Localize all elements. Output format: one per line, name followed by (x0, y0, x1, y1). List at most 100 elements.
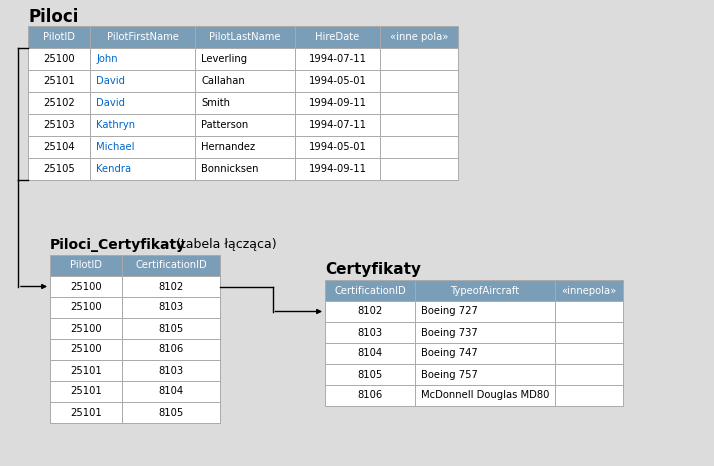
Bar (325, 364, 415, 385)
Text: Smith: Smith (201, 98, 230, 108)
Text: 25104: 25104 (43, 142, 75, 152)
Text: Piloci_Certyfikaty: Piloci_Certyfikaty (50, 238, 186, 252)
Text: Leverling: Leverling (201, 54, 247, 64)
Bar (195, 48, 295, 70)
Text: David: David (96, 76, 125, 86)
Bar (380, 158, 458, 180)
Text: 1994-05-01: 1994-05-01 (308, 142, 366, 152)
Bar (90, 158, 195, 180)
Bar (555, 364, 623, 385)
Text: 8103: 8103 (159, 302, 183, 313)
Text: 25105: 25105 (43, 164, 75, 174)
Bar (415, 280, 555, 301)
Bar (122, 255, 220, 276)
Text: 1994-09-11: 1994-09-11 (308, 98, 366, 108)
Bar (380, 114, 458, 136)
Text: 25100: 25100 (70, 323, 102, 334)
Text: PilotID: PilotID (70, 260, 102, 270)
Text: 25102: 25102 (43, 98, 75, 108)
Bar (325, 343, 415, 364)
Bar (295, 158, 380, 180)
Bar (380, 92, 458, 114)
Text: Boeing 757: Boeing 757 (421, 370, 478, 379)
Bar (50, 276, 122, 297)
Text: PilotFirstName: PilotFirstName (106, 32, 178, 42)
Bar (50, 255, 122, 276)
Text: Kendra: Kendra (96, 164, 131, 174)
Text: Boeing 737: Boeing 737 (421, 328, 478, 337)
Bar (195, 114, 295, 136)
Bar (28, 92, 90, 114)
Text: 8103: 8103 (159, 365, 183, 376)
Bar (325, 385, 415, 406)
Bar (122, 381, 220, 402)
Bar (325, 280, 415, 301)
Bar (295, 70, 380, 92)
Bar (415, 322, 555, 343)
Bar (195, 158, 295, 180)
Text: 25101: 25101 (70, 407, 102, 418)
Bar (380, 48, 458, 70)
Bar (295, 114, 380, 136)
Text: 8102: 8102 (358, 307, 383, 316)
Bar (380, 70, 458, 92)
Text: 25103: 25103 (43, 120, 75, 130)
Bar (90, 70, 195, 92)
Text: 1994-05-01: 1994-05-01 (308, 76, 366, 86)
Text: 8106: 8106 (358, 391, 383, 400)
Text: 8103: 8103 (358, 328, 383, 337)
Bar (295, 136, 380, 158)
Bar (50, 297, 122, 318)
Text: 25100: 25100 (70, 281, 102, 292)
Bar (555, 301, 623, 322)
Bar (122, 339, 220, 360)
Text: John: John (96, 54, 118, 64)
Bar (295, 48, 380, 70)
Text: 25100: 25100 (70, 302, 102, 313)
Text: HireDate: HireDate (316, 32, 360, 42)
Bar (555, 322, 623, 343)
Bar (415, 301, 555, 322)
Bar (380, 136, 458, 158)
Bar (295, 92, 380, 114)
Bar (122, 297, 220, 318)
Text: 8102: 8102 (159, 281, 183, 292)
Bar (122, 318, 220, 339)
Text: PilotLastName: PilotLastName (209, 32, 281, 42)
Text: 8105: 8105 (358, 370, 383, 379)
Bar (122, 276, 220, 297)
Bar (122, 402, 220, 423)
Text: 1994-07-11: 1994-07-11 (308, 120, 366, 130)
Bar (50, 381, 122, 402)
Text: CertificationID: CertificationID (135, 260, 207, 270)
Bar (122, 360, 220, 381)
Text: Boeing 727: Boeing 727 (421, 307, 478, 316)
Text: (tabela łącząca): (tabela łącząca) (172, 238, 276, 251)
Text: Certyfikaty: Certyfikaty (325, 262, 421, 277)
Text: Piloci: Piloci (28, 8, 79, 26)
Text: 8104: 8104 (358, 349, 383, 358)
Text: 25101: 25101 (43, 76, 75, 86)
Bar (325, 322, 415, 343)
Bar (195, 70, 295, 92)
Bar (90, 114, 195, 136)
Bar (50, 402, 122, 423)
Bar (195, 26, 295, 48)
Bar (28, 26, 90, 48)
Text: David: David (96, 98, 125, 108)
Text: PilotID: PilotID (43, 32, 75, 42)
Text: 25100: 25100 (70, 344, 102, 355)
Text: 8104: 8104 (159, 386, 183, 397)
Bar (28, 114, 90, 136)
Bar (50, 360, 122, 381)
Text: Hernandez: Hernandez (201, 142, 255, 152)
Text: TypeofAircraft: TypeofAircraft (451, 286, 520, 295)
Bar (295, 26, 380, 48)
Bar (90, 92, 195, 114)
Text: 25101: 25101 (70, 386, 102, 397)
Bar (90, 136, 195, 158)
Bar (195, 92, 295, 114)
Bar (415, 343, 555, 364)
Text: «innepola»: «innepola» (561, 286, 617, 295)
Text: McDonnell Douglas MD80: McDonnell Douglas MD80 (421, 391, 549, 400)
